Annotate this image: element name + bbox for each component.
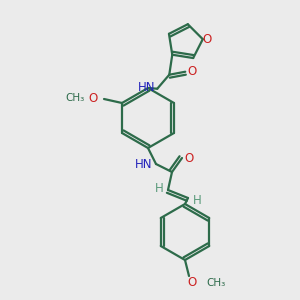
Text: CH₃: CH₃ [66, 93, 85, 103]
Text: HN: HN [138, 81, 155, 94]
Text: O: O [202, 33, 212, 46]
Text: O: O [89, 92, 98, 104]
Text: O: O [184, 152, 194, 164]
Text: O: O [188, 277, 196, 290]
Text: O: O [188, 65, 197, 78]
Text: CH₃: CH₃ [206, 278, 225, 288]
Text: H: H [154, 182, 164, 194]
Text: HN: HN [134, 158, 152, 172]
Text: H: H [193, 194, 201, 206]
